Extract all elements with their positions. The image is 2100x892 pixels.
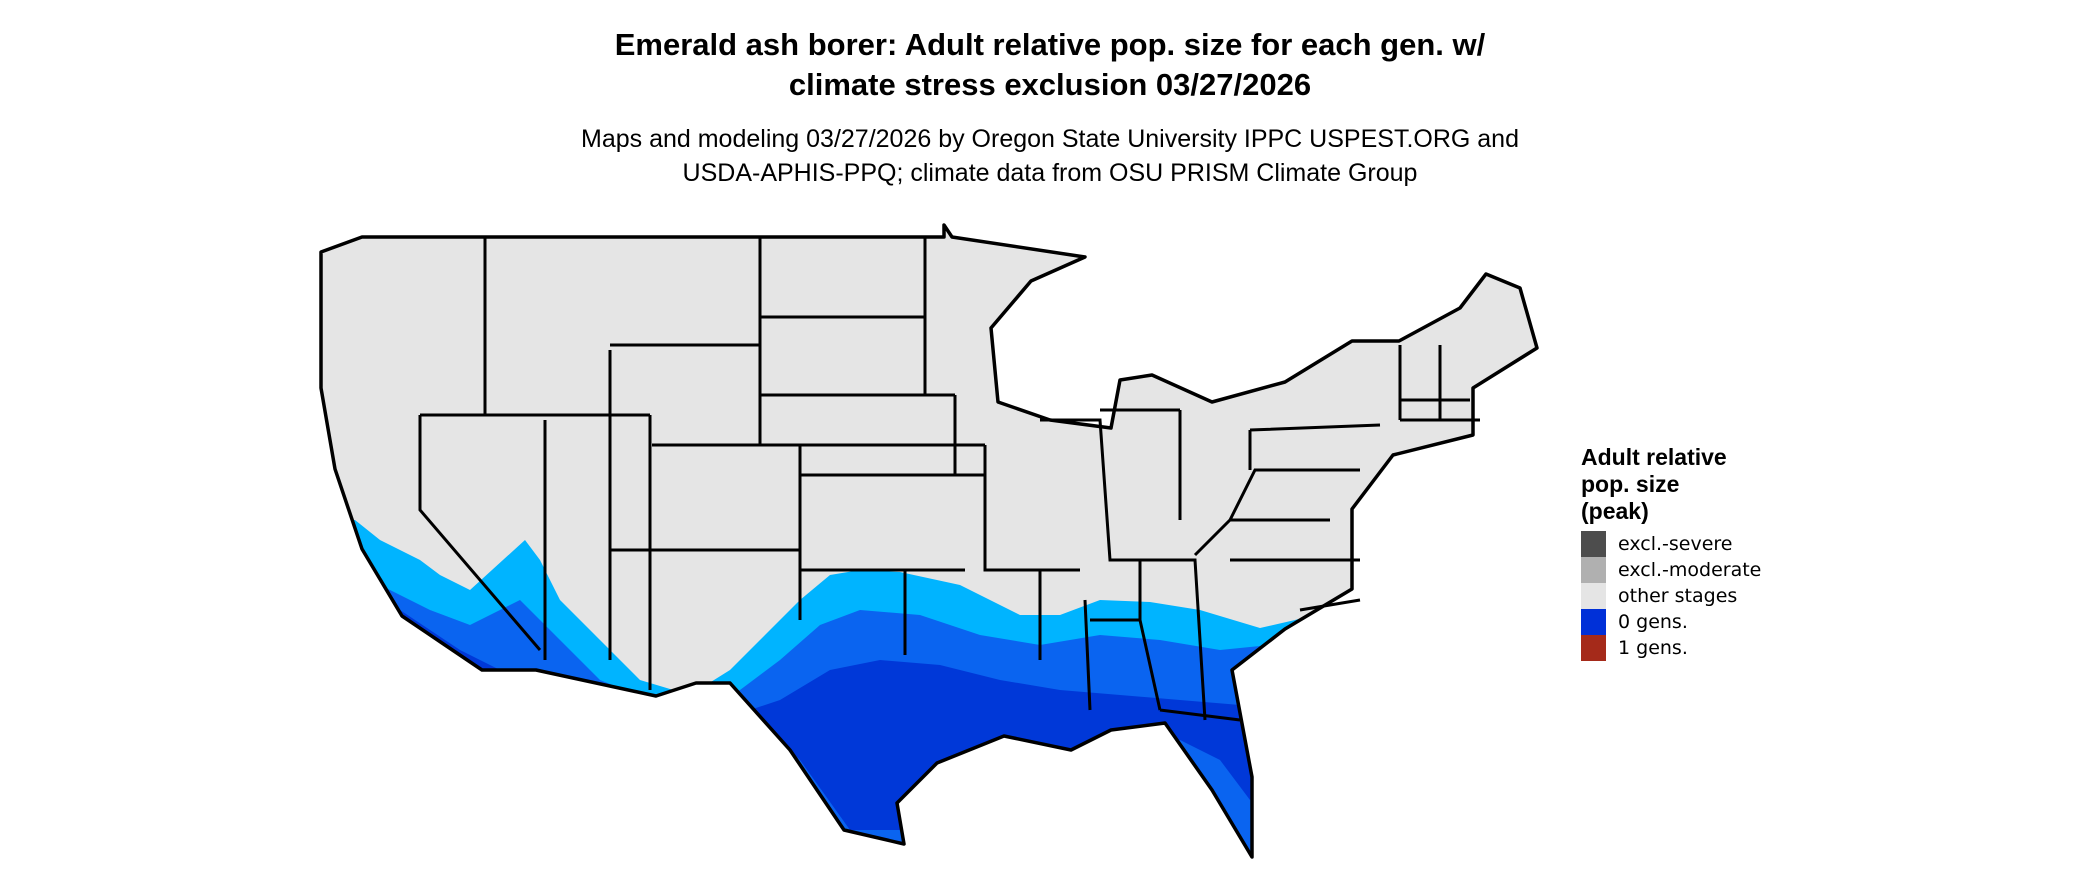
legend-swatch [1581,609,1606,635]
legend-item-0-gens: 0 gens. [1581,609,1781,635]
legend-item-other-stages: other stages [1581,583,1781,609]
us-border [319,223,1539,859]
state-borders [418,237,1480,722]
legend-title: Adult relative pop. size (peak) [1581,444,1781,525]
legend-title-line: pop. size [1581,471,1680,497]
map-subtitle: Maps and modeling 03/27/2026 by Oregon S… [0,122,2100,190]
legend-label: other stages [1618,585,1738,607]
legend-label: excl.-severe [1618,533,1733,555]
legend-label: excl.-moderate [1618,559,1762,581]
legend-title-line: Adult relative [1581,444,1727,470]
title-line-2: climate stress exclusion 03/27/2026 [788,67,1312,102]
legend-label: 1 gens. [1618,637,1688,659]
subtitle-line-1: Maps and modeling 03/27/2026 by Oregon S… [581,125,1519,153]
legend-swatch [1581,531,1606,557]
legend-item-excl-moderate: excl.-moderate [1581,557,1781,583]
legend-label: 0 gens. [1618,611,1688,633]
legend-swatch [1581,583,1606,609]
legend-item-1-gens: 1 gens. [1581,635,1781,661]
map-title: Emerald ash borer: Adult relative pop. s… [0,25,2100,105]
legend-title-line: (peak) [1581,498,1649,524]
title-line-1: Emerald ash borer: Adult relative pop. s… [614,27,1486,62]
legend-swatch [1581,557,1606,583]
legend: Adult relative pop. size (peak) excl.-se… [1581,444,1781,661]
legend-swatch [1581,635,1606,661]
subtitle-line-2: USDA-APHIS-PPQ; climate data from OSU PR… [682,159,1418,187]
legend-item-excl-severe: excl.-severe [1581,531,1781,557]
pop-band-dark [400,610,1270,830]
